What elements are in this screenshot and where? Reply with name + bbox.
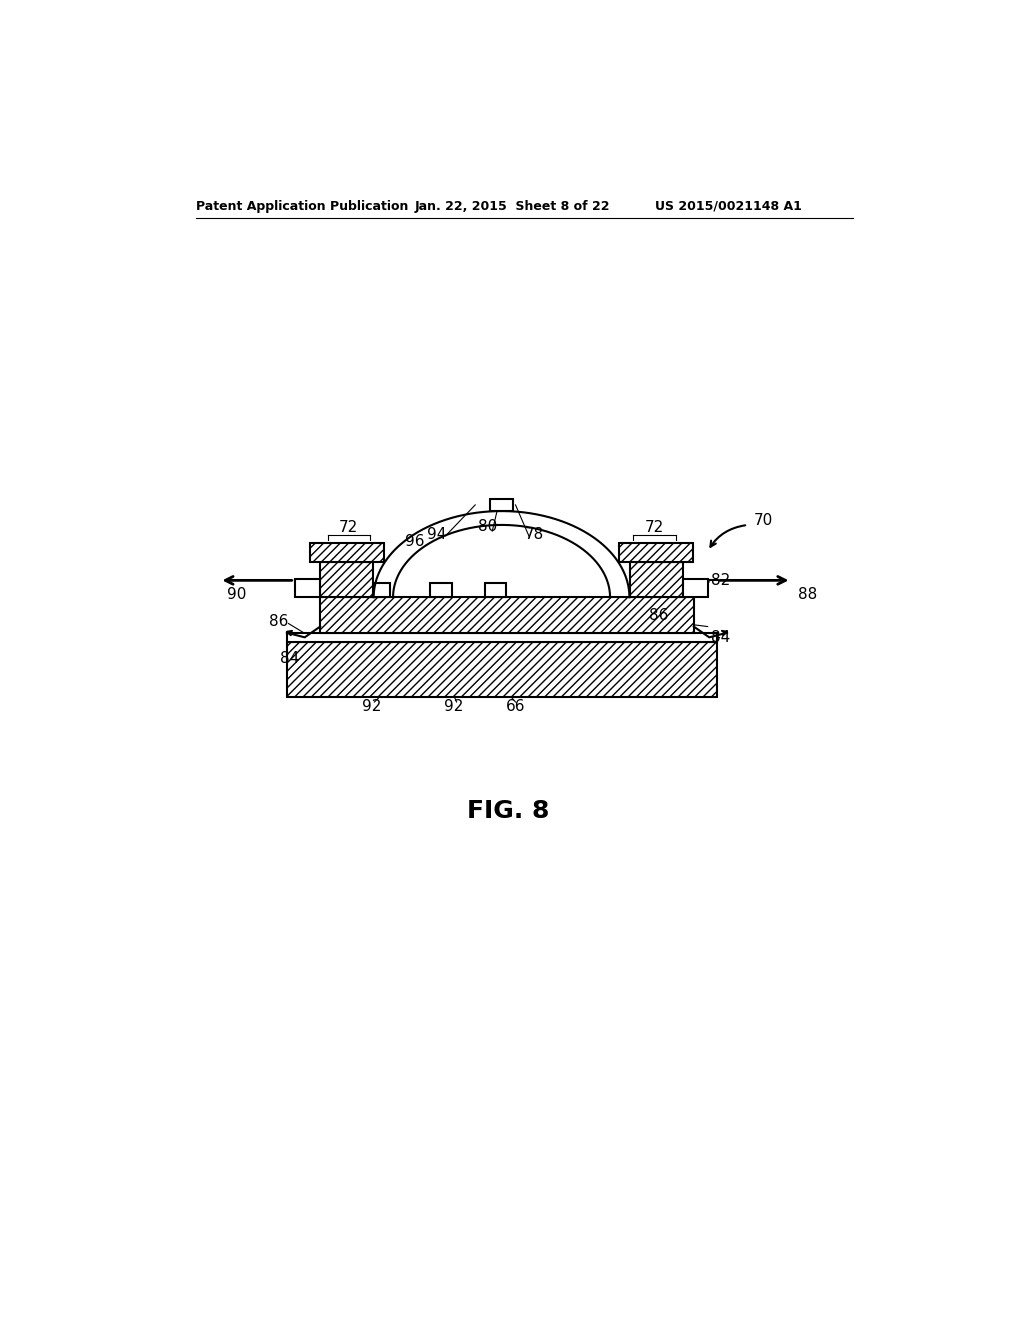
Bar [321, 562, 373, 597]
Text: FIG. 8: FIG. 8 [467, 800, 549, 824]
Text: 78: 78 [524, 527, 544, 541]
Text: 82: 82 [711, 573, 730, 587]
Text: 88: 88 [798, 586, 817, 602]
Text: 84: 84 [280, 651, 299, 667]
Bar [484, 583, 506, 597]
Bar [618, 544, 693, 562]
Text: Jan. 22, 2015  Sheet 8 of 22: Jan. 22, 2015 Sheet 8 of 22 [415, 199, 610, 213]
Bar [310, 544, 384, 562]
Bar [430, 583, 452, 597]
Text: 72: 72 [339, 520, 358, 536]
Text: 66: 66 [506, 700, 525, 714]
Bar [321, 597, 693, 632]
Bar [630, 562, 683, 597]
Text: 96: 96 [406, 535, 425, 549]
Text: 94: 94 [427, 527, 446, 541]
Bar [287, 632, 717, 642]
Text: US 2015/0021148 A1: US 2015/0021148 A1 [655, 199, 802, 213]
Bar [295, 578, 321, 597]
Text: 86: 86 [268, 614, 288, 630]
Text: 70: 70 [755, 512, 773, 528]
Text: Patent Application Publication: Patent Application Publication [197, 199, 409, 213]
Text: 92: 92 [443, 700, 463, 714]
Text: 90: 90 [226, 586, 246, 602]
Bar [369, 583, 390, 597]
Bar [489, 499, 513, 511]
Text: 92: 92 [361, 700, 381, 714]
Text: 86: 86 [649, 609, 669, 623]
Bar [287, 642, 717, 697]
Text: 80: 80 [478, 519, 498, 535]
Text: 84: 84 [711, 630, 730, 645]
Bar [683, 578, 708, 597]
Text: 72: 72 [644, 520, 664, 536]
